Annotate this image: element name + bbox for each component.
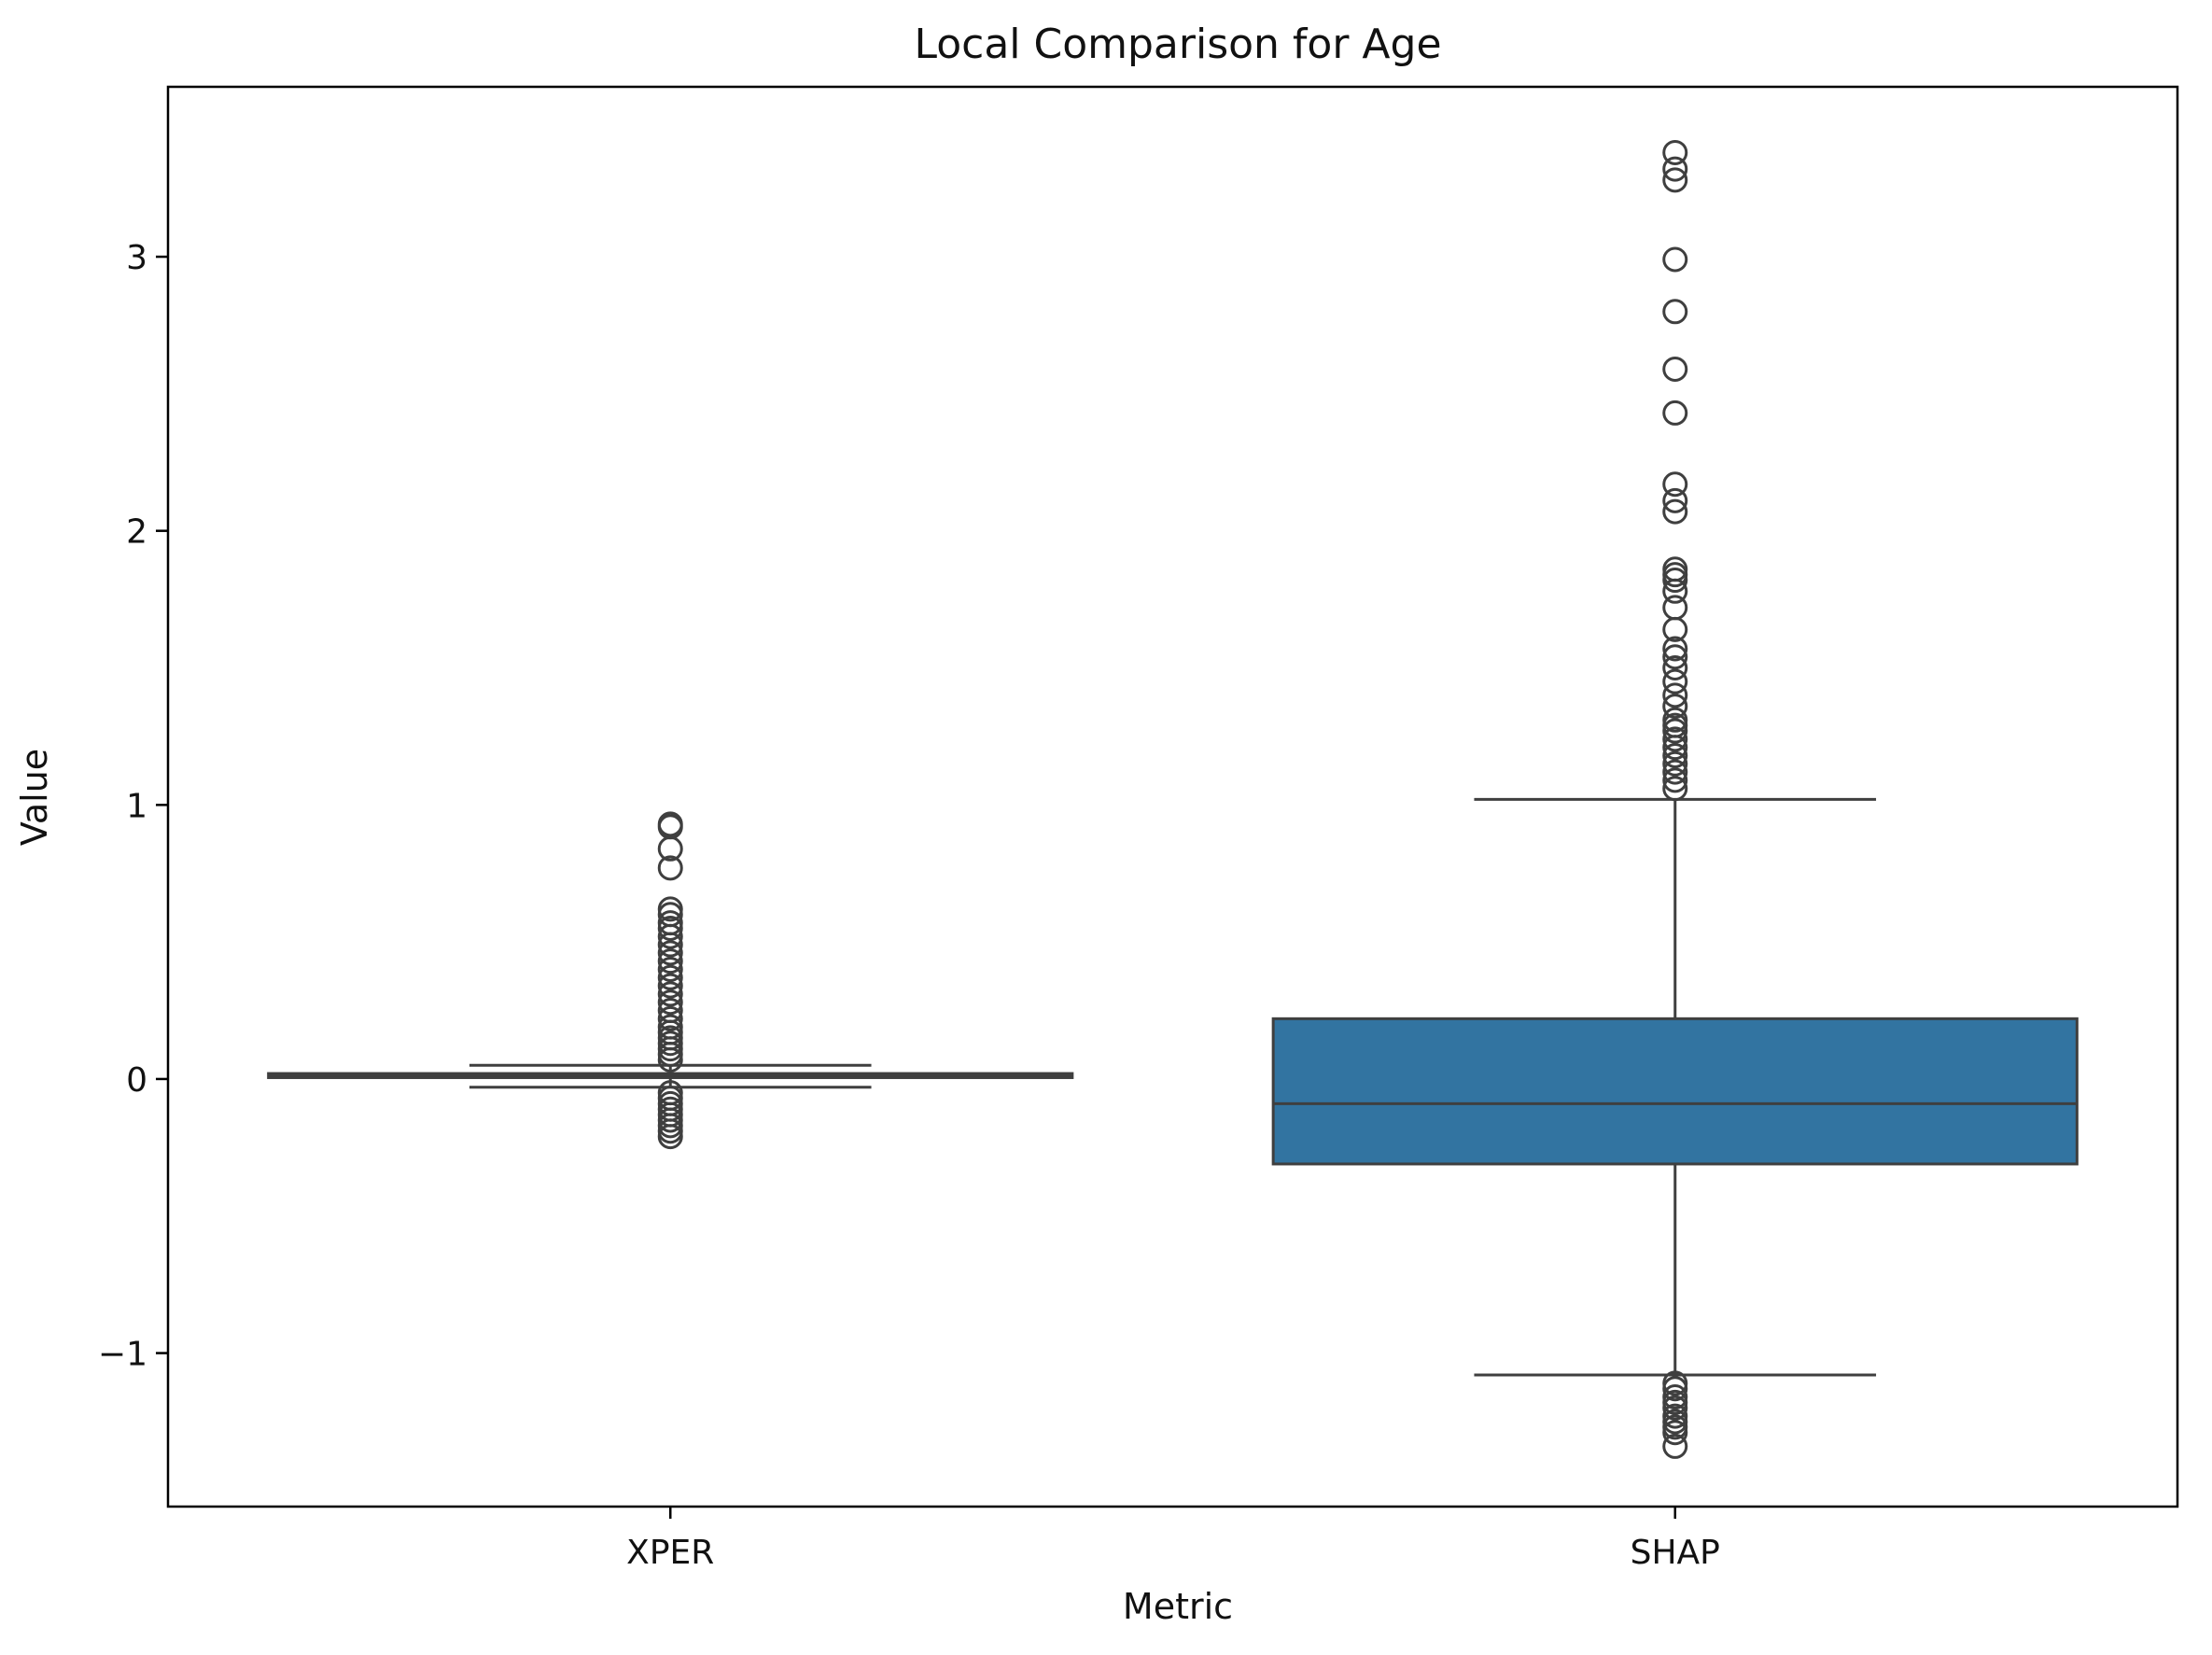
xper-outlier-point bbox=[657, 956, 683, 982]
y-tick-label: −1 bbox=[98, 1336, 147, 1374]
xper-outlier-point bbox=[657, 835, 683, 862]
y-tick-label: 3 bbox=[126, 239, 147, 277]
shap-outlier-point bbox=[1662, 644, 1688, 670]
xper-outlier-point bbox=[657, 1005, 683, 1031]
shap-outlier-point bbox=[1662, 682, 1688, 708]
shap-outlier-point bbox=[1662, 578, 1688, 604]
shap-outlier-point bbox=[1662, 1395, 1688, 1421]
xper-outlier-point bbox=[657, 989, 683, 1016]
shap-outlier-point bbox=[1662, 759, 1688, 785]
y-axis-label: Value bbox=[14, 749, 55, 846]
shap-outlier-point bbox=[1662, 1433, 1688, 1459]
xper-outlier-point bbox=[657, 973, 683, 999]
x-axis-label: Metric bbox=[1123, 1586, 1233, 1627]
shap-outlier-point bbox=[1662, 299, 1688, 325]
plot-layer bbox=[267, 139, 2079, 1459]
chart-title: Local Comparison for Age bbox=[914, 21, 1441, 68]
shap-outlier-point bbox=[1662, 1420, 1688, 1446]
shap-outlier-point bbox=[1662, 471, 1688, 498]
xper-outlier-point bbox=[657, 940, 683, 966]
shap-outlier-point bbox=[1662, 568, 1688, 594]
shap-outlier-point bbox=[1662, 767, 1688, 793]
shap-outlier-point bbox=[1662, 595, 1688, 621]
shap-outlier-point bbox=[1662, 654, 1688, 680]
shap-outlier-point bbox=[1662, 718, 1688, 744]
shap-outlier-point bbox=[1662, 750, 1688, 777]
shap-outlier-point bbox=[1662, 167, 1688, 193]
shap-outlier-point bbox=[1662, 694, 1688, 720]
shap-outlier-point bbox=[1662, 776, 1688, 802]
xper-outlier-point bbox=[657, 1046, 683, 1073]
xper-outlier-point bbox=[657, 932, 683, 958]
shap-outlier-point bbox=[1662, 735, 1688, 761]
shap-outlier-point bbox=[1662, 616, 1688, 642]
y-tick-label: 0 bbox=[126, 1061, 147, 1100]
shap-outlier-point bbox=[1662, 668, 1688, 694]
x-tick-label-shap: SHAP bbox=[1631, 1534, 1720, 1572]
shap-outlier-point bbox=[1662, 400, 1688, 426]
shap-outlier-point bbox=[1662, 498, 1688, 525]
xper-outlier-point bbox=[657, 948, 683, 975]
y-tick-label: 2 bbox=[126, 513, 147, 552]
shap-outlier-point bbox=[1662, 742, 1688, 768]
shap-outlier-point bbox=[1662, 1376, 1688, 1402]
axes-layer: −1 0 1 2 3 XPER SHAP bbox=[98, 85, 2179, 1572]
shap-outlier-point bbox=[1662, 156, 1688, 182]
plot-frame bbox=[166, 85, 2179, 1508]
xper-outlier-point bbox=[657, 1124, 683, 1150]
shap-outlier-point bbox=[1662, 246, 1688, 273]
xper-outlier-point bbox=[657, 964, 683, 990]
xper-outlier-point bbox=[657, 923, 683, 949]
shap-outlier-point bbox=[1662, 487, 1688, 513]
shap-outlier-point bbox=[1662, 139, 1688, 165]
y-tick-label: 1 bbox=[126, 787, 147, 825]
shap-outlier-point bbox=[1662, 726, 1688, 752]
xper-outlier-point bbox=[657, 981, 683, 1007]
shap-box bbox=[1271, 1017, 2079, 1166]
xper-outlier-point bbox=[657, 855, 683, 881]
shap-outlier-point bbox=[1662, 356, 1688, 382]
shap-outlier-point bbox=[1662, 636, 1688, 662]
xper-outlier-point bbox=[657, 915, 683, 941]
x-tick-label-xper: XPER bbox=[626, 1534, 714, 1572]
